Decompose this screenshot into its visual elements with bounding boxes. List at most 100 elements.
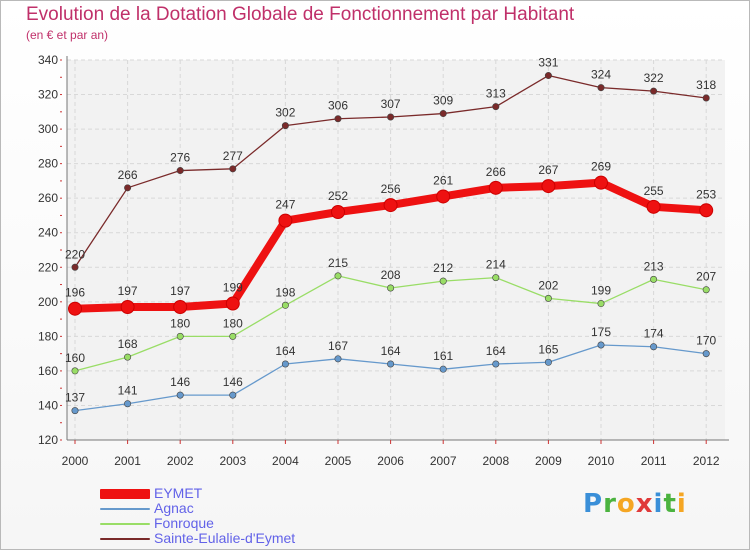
- x-tick-label: 2003: [219, 454, 246, 468]
- data-label: 306: [328, 99, 348, 113]
- data-point: [331, 205, 345, 219]
- data-point: [597, 300, 605, 308]
- data-point: [278, 213, 293, 228]
- data-point: [334, 115, 342, 123]
- data-label: 313: [486, 87, 506, 101]
- data-label: 277: [223, 149, 243, 163]
- data-label: 146: [223, 375, 243, 389]
- logo-letter: i: [676, 489, 687, 519]
- data-point: [281, 122, 289, 130]
- data-point: [597, 341, 605, 349]
- legend-swatch-sainte-eulalie: [100, 538, 150, 540]
- legend-item-agnac: Agnac: [100, 500, 360, 517]
- y-tick-label: 240: [38, 226, 58, 240]
- data-point: [544, 72, 552, 80]
- data-label: 170: [696, 334, 716, 348]
- data-label: 164: [486, 344, 506, 358]
- data-point: [124, 400, 132, 408]
- data-label: 309: [433, 94, 453, 108]
- data-label: 196: [65, 286, 85, 300]
- data-point: [492, 103, 500, 111]
- data-point: [597, 84, 605, 92]
- legend-item-fonroque: Fonroque: [100, 515, 360, 532]
- data-point: [176, 391, 184, 399]
- data-label: 220: [65, 247, 85, 261]
- data-label: 269: [591, 160, 611, 174]
- y-tick-label: 120: [38, 433, 58, 447]
- data-point: [120, 300, 135, 314]
- logo-letter: x: [635, 489, 654, 519]
- x-tick-label: 2000: [62, 454, 89, 468]
- x-tick-label: 2011: [641, 454, 667, 468]
- y-tick-label: 180: [38, 329, 58, 343]
- data-label: 160: [65, 351, 85, 365]
- data-point: [225, 296, 240, 311]
- data-label: 198: [275, 285, 295, 299]
- data-point: [544, 358, 552, 366]
- data-point: [492, 360, 500, 368]
- logo-letter: r: [603, 489, 617, 519]
- data-point: [229, 332, 237, 340]
- data-point: [334, 355, 342, 363]
- data-label: 180: [170, 316, 190, 330]
- data-point: [173, 300, 188, 314]
- legend-swatch-fonroque: [100, 523, 150, 525]
- data-point: [439, 277, 447, 285]
- data-label: 137: [65, 391, 85, 405]
- data-label: 199: [591, 284, 611, 298]
- y-tick-label: 140: [38, 398, 58, 412]
- legend-label-sainte-eulalie: Sainte-Eulalie-d'Eymet: [154, 530, 296, 546]
- logo-letter: i: [653, 489, 664, 519]
- data-label: 141: [118, 384, 138, 398]
- data-label: 215: [328, 256, 348, 270]
- data-point: [68, 301, 82, 316]
- data-label: 266: [486, 165, 506, 179]
- chart-subtitle: (en € et par an): [26, 28, 109, 42]
- data-point: [383, 198, 398, 213]
- data-point: [281, 360, 289, 368]
- data-label: 202: [538, 278, 558, 292]
- data-point: [281, 301, 289, 309]
- data-point: [541, 179, 556, 194]
- y-tick-label: 300: [38, 122, 58, 136]
- data-point: [650, 87, 658, 95]
- data-label: 252: [328, 189, 348, 203]
- legend-label-eymet: EYMET: [154, 485, 203, 501]
- legend-item-sainte-eulalie: Sainte-Eulalie-d'Eymet: [100, 530, 360, 547]
- y-tick-label: 200: [38, 295, 58, 309]
- data-point: [71, 367, 79, 375]
- y-tick-label: 320: [38, 88, 58, 102]
- proxiti-logo: Proxiti: [583, 489, 687, 519]
- legend-label-agnac: Agnac: [154, 500, 194, 516]
- data-point: [387, 284, 395, 292]
- data-label: 261: [433, 173, 453, 187]
- data-point: [71, 407, 79, 415]
- data-label: 266: [118, 168, 138, 182]
- data-label: 197: [118, 284, 138, 298]
- data-point: [436, 189, 451, 204]
- legend-swatch-eymet: [100, 489, 150, 499]
- y-tick-label: 220: [38, 260, 58, 274]
- data-label: 276: [170, 151, 190, 165]
- data-label: 256: [381, 182, 401, 196]
- y-tick-label: 260: [38, 191, 58, 205]
- data-label: 253: [696, 187, 716, 201]
- logo-letter: o: [616, 489, 636, 519]
- data-label: 324: [591, 68, 611, 82]
- data-label: 175: [591, 325, 611, 339]
- data-point: [702, 286, 710, 294]
- data-label: 199: [223, 281, 243, 295]
- data-label: 213: [644, 259, 664, 273]
- data-label: 247: [275, 198, 295, 212]
- x-tick-label: 2007: [430, 454, 457, 468]
- data-label: 318: [696, 78, 716, 92]
- data-label: 322: [644, 71, 664, 85]
- data-label: 164: [381, 344, 401, 358]
- data-point: [439, 110, 447, 118]
- plot-area: [67, 60, 725, 440]
- data-label: 207: [696, 270, 716, 284]
- data-label: 307: [381, 97, 401, 111]
- chart-title: Evolution de la Dotation Globale de Fonc…: [26, 4, 575, 25]
- data-label: 174: [644, 327, 664, 341]
